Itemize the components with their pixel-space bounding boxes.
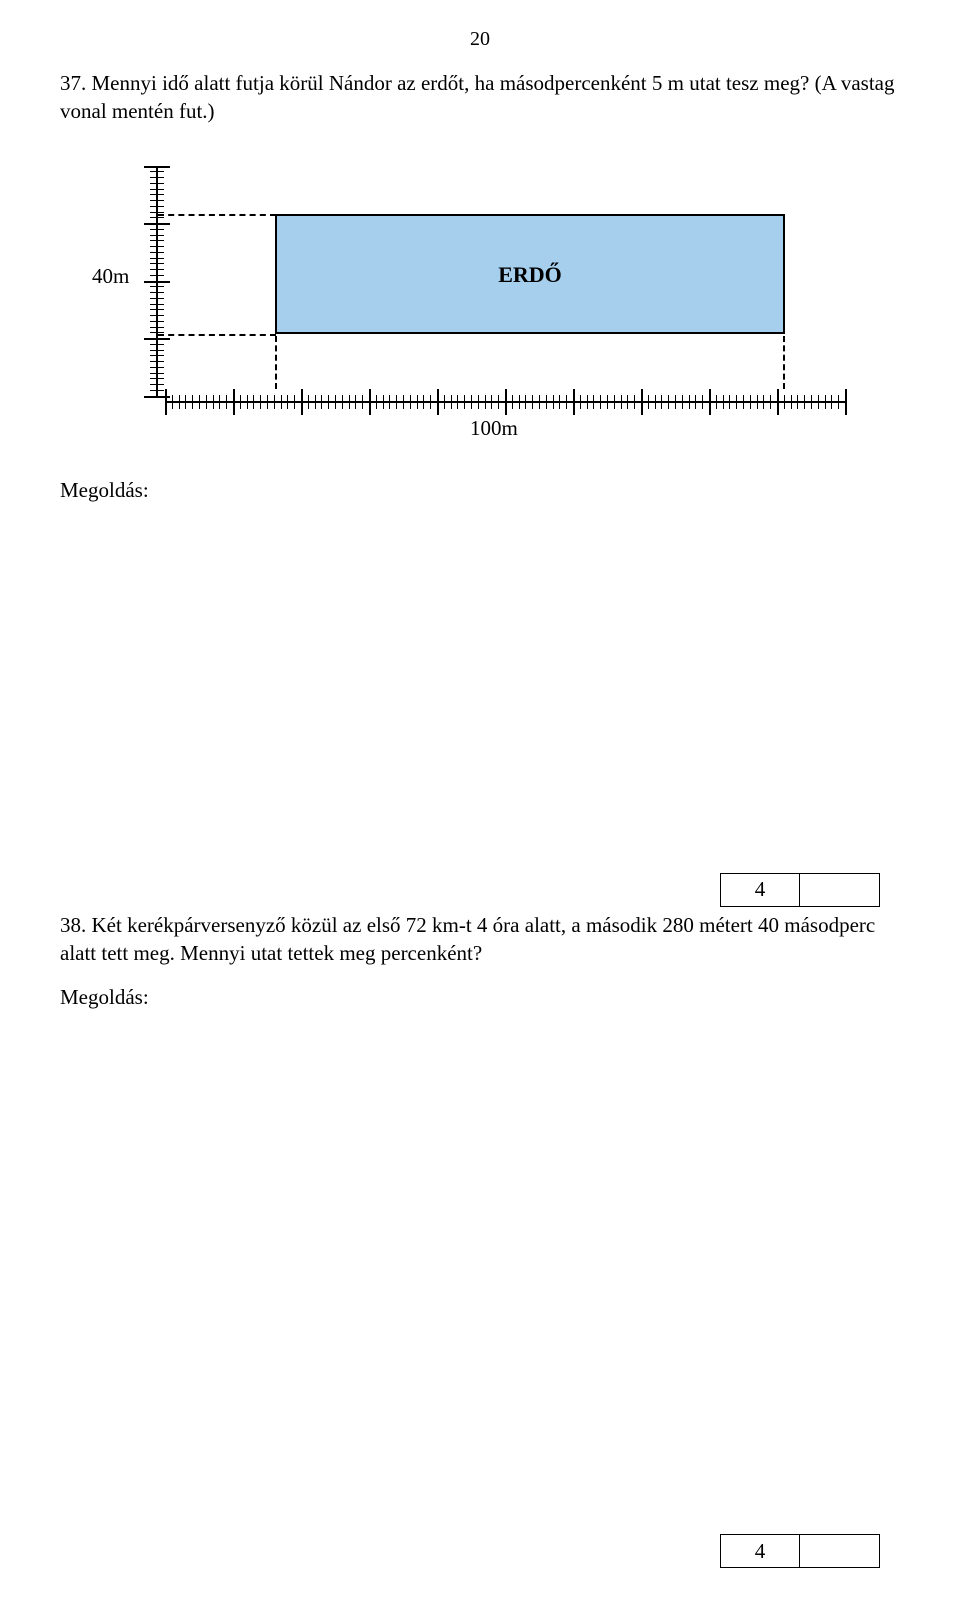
problem-38-text: 38. Két kerékpárversenyző közül az első … <box>60 911 900 968</box>
score-box-37-value: 4 <box>720 873 800 907</box>
x-axis-label-100m: 100m <box>470 416 518 441</box>
vertical-ruler <box>144 166 170 396</box>
score-row-37: 4 <box>60 873 900 907</box>
y-axis-label-40m: 40m <box>92 264 129 289</box>
problem-37-text: 37. Mennyi idő alatt futja körül Nándor … <box>60 69 900 126</box>
score-box-38-empty <box>800 1534 880 1568</box>
forest-label: ERDŐ <box>277 262 783 288</box>
score-row-38: 4 <box>0 1534 960 1568</box>
solution-label-37: Megoldás: <box>60 478 900 503</box>
page-number: 20 <box>60 28 900 51</box>
score-box-38-value: 4 <box>720 1534 800 1568</box>
dashed-line-top <box>158 214 276 216</box>
forest-rectangle: ERDŐ <box>275 214 785 334</box>
solution-label-38: Megoldás: <box>60 985 900 1010</box>
dashed-line-v-right <box>783 336 785 389</box>
forest-diagram: 40m ERDŐ 100m <box>100 136 880 466</box>
dashed-line-bottom <box>158 334 276 336</box>
score-box-37-empty <box>800 873 880 907</box>
dashed-line-v-left <box>275 336 277 389</box>
horizontal-ruler <box>165 389 845 415</box>
